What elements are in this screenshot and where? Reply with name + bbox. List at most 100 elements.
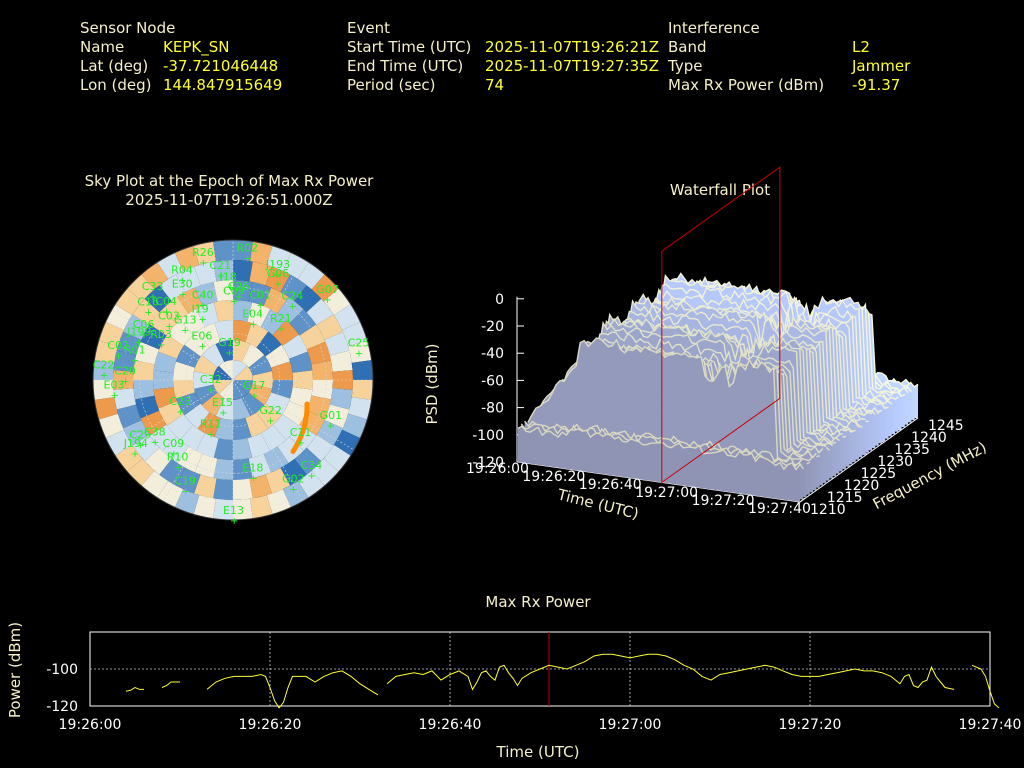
maxpower-xtick-label: 19:26:00 bbox=[59, 717, 122, 733]
interference-type-label: Type bbox=[668, 57, 703, 75]
sky-tile bbox=[162, 436, 189, 464]
sensor-name-value: KEPK_SN bbox=[163, 38, 230, 56]
satellite-label: C29 bbox=[129, 429, 151, 442]
sky-grid bbox=[92, 239, 374, 521]
interference-track bbox=[290, 401, 310, 454]
satellite-marker: + bbox=[162, 307, 170, 318]
sky-tile bbox=[98, 321, 124, 347]
satellite-label: R21 bbox=[270, 312, 292, 325]
psd-tick-label: -60 bbox=[481, 373, 504, 389]
sky-tile bbox=[333, 304, 361, 331]
satellite-label: R04 bbox=[171, 264, 193, 277]
satellite-marker: + bbox=[323, 295, 331, 306]
sky-tile bbox=[149, 309, 177, 336]
satellite-label: R10 bbox=[167, 450, 189, 463]
sky-tile bbox=[194, 281, 218, 307]
sky-tile bbox=[93, 380, 115, 400]
time-tick-label: 19:26:00 bbox=[466, 461, 529, 477]
maxpower-xtick-label: 19:26:20 bbox=[239, 717, 302, 733]
sky-tile bbox=[167, 414, 194, 440]
satellite-label: J194 bbox=[123, 437, 148, 450]
satellite-marker: + bbox=[308, 471, 316, 482]
sky-tile bbox=[94, 340, 118, 363]
sky-tile bbox=[174, 489, 200, 515]
sky-tile bbox=[316, 314, 343, 340]
sky-tile bbox=[342, 321, 368, 347]
time-tick-label: 19:27:40 bbox=[748, 501, 811, 517]
satellite-label: C26 bbox=[228, 280, 250, 293]
sky-tile bbox=[193, 495, 216, 519]
time-tick-label: 19:26:20 bbox=[522, 469, 585, 485]
satellite-marker: + bbox=[227, 283, 235, 294]
event-period-label: Period (sec) bbox=[347, 76, 436, 94]
sky-tile bbox=[233, 380, 248, 400]
satellite-marker: + bbox=[207, 385, 215, 396]
satellite-label: R02 bbox=[236, 242, 258, 255]
sky-tile bbox=[233, 340, 251, 362]
satellite-marker: + bbox=[198, 342, 206, 353]
satellite-label: C06 bbox=[133, 318, 155, 331]
interference-band-value: L2 bbox=[852, 38, 870, 56]
satellite-label: G07 bbox=[316, 283, 339, 296]
sky-tile bbox=[123, 314, 150, 340]
sky-tile bbox=[194, 384, 218, 405]
sky-tile bbox=[201, 392, 225, 417]
satellite-label: G22 bbox=[259, 404, 282, 417]
satellite-marker: + bbox=[144, 308, 152, 319]
interference-type-value: Jammer bbox=[852, 57, 911, 75]
sky-tile bbox=[266, 245, 292, 271]
sky-tile bbox=[265, 344, 291, 368]
sky-tile bbox=[245, 322, 269, 348]
sky-tile bbox=[247, 433, 271, 458]
satellite-marker: + bbox=[136, 441, 144, 452]
sky-tile bbox=[248, 384, 272, 405]
sky-tile bbox=[256, 331, 282, 357]
sky-tile bbox=[184, 331, 210, 357]
waterfall-surface bbox=[517, 272, 919, 502]
sky-tile bbox=[233, 240, 253, 262]
satellite-label: C40 bbox=[192, 289, 214, 302]
sky-tile bbox=[157, 252, 184, 280]
satellite-label: C20 bbox=[114, 364, 136, 377]
satellite-marker: + bbox=[289, 484, 297, 495]
epoch-plane-outline bbox=[661, 166, 781, 484]
satellite-marker: + bbox=[198, 314, 206, 325]
sky-tile bbox=[247, 302, 271, 327]
sky-tile bbox=[289, 351, 313, 373]
sky-tile bbox=[213, 438, 233, 460]
satellite-label: E04 bbox=[242, 308, 263, 321]
sky-tile bbox=[282, 480, 309, 508]
sky-tile bbox=[158, 334, 184, 359]
sky-tile bbox=[133, 380, 155, 400]
satellite-marker: + bbox=[216, 271, 224, 282]
satellite-marker: + bbox=[178, 276, 186, 287]
sky-tile bbox=[233, 380, 253, 395]
satellite-marker: + bbox=[219, 408, 227, 419]
sensor-lon-label: Lon (deg) bbox=[80, 76, 152, 94]
satellite-label: C02 bbox=[107, 339, 129, 352]
sky-tile bbox=[233, 365, 253, 380]
sky-tile bbox=[348, 340, 372, 363]
satellite-marker: + bbox=[277, 324, 285, 335]
satellite-marker: + bbox=[207, 430, 215, 441]
sensor-node-heading: Sensor Node bbox=[80, 19, 176, 37]
satellite-marker: + bbox=[256, 301, 264, 312]
sky-tile bbox=[280, 274, 307, 302]
sky-tile bbox=[140, 410, 167, 436]
sky-tile bbox=[215, 340, 233, 362]
psd-tick-label: -120 bbox=[472, 455, 504, 471]
satellite-label: G19 bbox=[218, 336, 241, 349]
satellite-label: E30 bbox=[172, 277, 193, 290]
satellite-marker: + bbox=[100, 371, 108, 382]
sky-tile bbox=[277, 436, 304, 464]
sky-tile bbox=[213, 498, 233, 520]
sky-tile bbox=[201, 343, 225, 368]
freq-tick-label: 1215 bbox=[827, 490, 863, 506]
azimuth-spoke bbox=[232, 258, 304, 381]
satellite-marker: + bbox=[174, 462, 182, 473]
sky-tile bbox=[249, 261, 272, 286]
interference-band-label: Band bbox=[668, 38, 707, 56]
sensor-lon-value: 144.847915649 bbox=[163, 76, 283, 94]
